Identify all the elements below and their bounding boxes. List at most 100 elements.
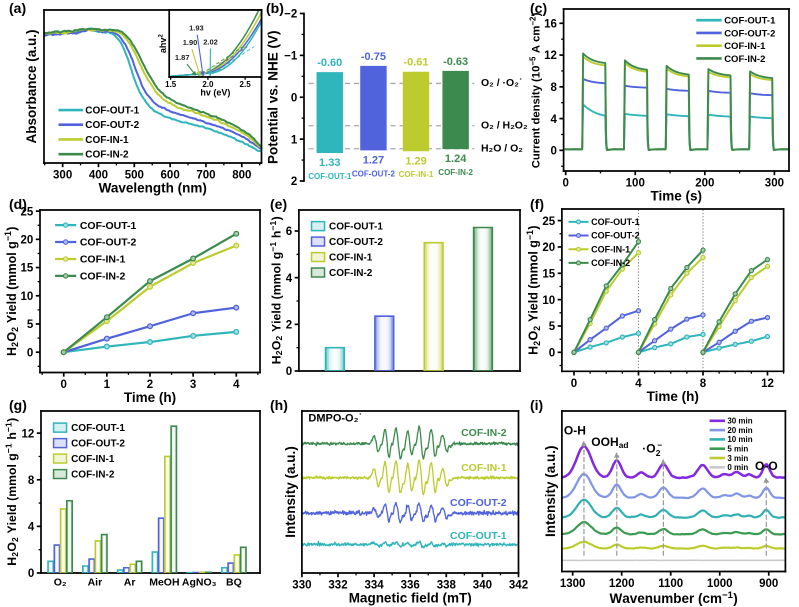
svg-text:12: 12 [544, 50, 557, 62]
svg-text:4: 4 [635, 378, 642, 390]
svg-text:AgNO₃: AgNO₃ [182, 577, 217, 589]
svg-text:COF-OUT-1: COF-OUT-1 [591, 217, 640, 227]
svg-text:16: 16 [544, 18, 557, 30]
svg-text:900: 900 [759, 578, 778, 590]
svg-text:Intensity (a.u.): Intensity (a.u.) [543, 445, 558, 537]
svg-text:0: 0 [550, 146, 556, 158]
svg-text:20: 20 [542, 242, 555, 254]
svg-text:−2: −2 [284, 9, 297, 21]
svg-text:-0.75: -0.75 [361, 51, 386, 63]
svg-text:COF-IN-2: COF-IN-2 [724, 54, 765, 65]
svg-text:12: 12 [761, 378, 774, 390]
svg-text:COF-OUT-2: COF-OUT-2 [329, 237, 383, 248]
svg-text:10: 10 [21, 291, 34, 303]
svg-text:1: 1 [104, 379, 111, 391]
svg-text:COF-OUT-2: COF-OUT-2 [724, 28, 775, 39]
svg-text:· O 2 −: · O 2 − [642, 440, 665, 460]
svg-text:330: 330 [292, 580, 311, 592]
svg-text:15: 15 [21, 263, 34, 275]
svg-text:10: 10 [542, 295, 555, 307]
svg-text:COF-IN-2: COF-IN-2 [591, 258, 630, 268]
svg-text:(e): (e) [270, 196, 287, 212]
svg-text:DMPO-O₂˙: DMPO-O₂˙ [308, 412, 362, 424]
svg-text:0: 0 [286, 366, 292, 378]
svg-text:COF-OUT-2: COF-OUT-2 [591, 231, 640, 241]
svg-text:334: 334 [365, 580, 385, 592]
svg-text:COF-IN-2: COF-IN-2 [71, 469, 115, 480]
svg-text:Ar: Ar [124, 577, 136, 589]
svg-text:H O Y: H O Y i e l d ( m m o l g ) 2 2 − 1 [520, 221, 544, 355]
svg-text:H O Y: H O Y i e l d ( m m o l g h ) 2 2 − 1 [0, 413, 22, 565]
svg-text:COF-OUT-2: COF-OUT-2 [85, 120, 139, 131]
svg-text:COF-OUT-2: COF-OUT-2 [71, 439, 125, 450]
svg-text:1.93: 1.93 [189, 24, 204, 33]
svg-text:2.02: 2.02 [203, 37, 218, 46]
svg-text:COF-OUT-1: COF-OUT-1 [71, 423, 125, 434]
svg-text:5: 5 [549, 321, 556, 333]
svg-text:O₂: O₂ [54, 577, 67, 589]
svg-text:5: 5 [27, 319, 34, 331]
svg-text:6: 6 [286, 226, 292, 238]
svg-text:O-H: O-H [564, 424, 586, 438]
svg-text:2: 2 [291, 176, 297, 188]
svg-text:300: 300 [765, 178, 784, 190]
svg-text:Time (h): Time (h) [647, 389, 699, 404]
svg-text:(b): (b) [266, 0, 284, 16]
svg-text:400: 400 [89, 170, 108, 182]
svg-text:0: 0 [27, 347, 33, 359]
svg-text:8: 8 [28, 475, 35, 487]
svg-text:1000: 1000 [707, 578, 733, 590]
svg-text:(i): (i) [530, 397, 543, 413]
svg-text:0: 0 [61, 379, 67, 391]
svg-text:−1: −1 [284, 51, 298, 63]
svg-text:332: 332 [328, 580, 347, 592]
svg-text:600: 600 [161, 170, 180, 182]
svg-text:1.29: 1.29 [405, 155, 426, 167]
svg-text:O₂ / ·O₂˙: O₂ / ·O₂˙ [481, 77, 522, 89]
svg-text:COF-OUT-1: COF-OUT-1 [80, 220, 137, 232]
svg-text:342: 342 [509, 580, 528, 592]
svg-text:8: 8 [550, 82, 557, 94]
svg-text:Potential vs. NHE (V): Potential vs. NHE (V) [265, 30, 280, 164]
svg-text:COF-IN-1: COF-IN-1 [71, 454, 115, 465]
svg-text:(g): (g) [9, 397, 27, 413]
svg-text:336: 336 [401, 580, 420, 592]
svg-text:0: 0 [549, 347, 555, 359]
svg-text:15: 15 [542, 268, 555, 280]
svg-text:COF-IN-1: COF-IN-1 [461, 462, 507, 474]
svg-text:(h): (h) [270, 397, 288, 413]
svg-text:500: 500 [125, 170, 144, 182]
svg-text:COF-OUT-2: COF-OUT-2 [80, 237, 137, 249]
svg-text:COF-OUT-1: COF-OUT-1 [329, 222, 383, 233]
svg-text:Magnetic field (mT): Magnetic field (mT) [349, 591, 472, 606]
svg-text:2.5: 2.5 [240, 80, 252, 89]
svg-text:1.90: 1.90 [183, 38, 198, 47]
svg-text:0: 0 [562, 178, 568, 190]
svg-text:Time (h): Time (h) [124, 390, 176, 405]
svg-text:-0.60: -0.60 [317, 57, 342, 69]
svg-text:3: 3 [190, 379, 196, 391]
svg-text:2: 2 [147, 379, 153, 391]
svg-text:300: 300 [53, 170, 72, 182]
svg-text:COF-IN-2: COF-IN-2 [80, 271, 126, 283]
svg-text:0 min: 0 min [727, 463, 748, 472]
svg-text:COF-OUT-1: COF-OUT-1 [450, 530, 507, 542]
svg-text:2: 2 [286, 320, 292, 332]
svg-text:200: 200 [695, 178, 714, 190]
svg-text:COF-IN-1: COF-IN-1 [80, 254, 126, 266]
svg-text:5 min: 5 min [727, 444, 748, 453]
svg-text:700: 700 [196, 170, 215, 182]
svg-text:1100: 1100 [658, 578, 683, 590]
svg-text:0: 0 [28, 568, 34, 580]
svg-text:W a v e: W a v e n u m b e r ( c m ) − 1 [609, 585, 742, 607]
svg-text:Air: Air [88, 577, 103, 589]
svg-text:-0.61: -0.61 [403, 57, 428, 69]
svg-text:(c): (c) [530, 0, 547, 16]
svg-text:COF-OUT-2: COF-OUT-2 [450, 497, 507, 509]
svg-text:1.24: 1.24 [445, 153, 467, 165]
svg-text:H₂O / O₂: H₂O / O₂ [481, 142, 523, 154]
svg-text:4: 4 [550, 114, 557, 126]
svg-text:4: 4 [286, 273, 293, 285]
svg-text:Intensity (a.u.): Intensity (a.u.) [283, 446, 298, 538]
svg-text:COF-OUT-1: COF-OUT-1 [85, 106, 139, 117]
